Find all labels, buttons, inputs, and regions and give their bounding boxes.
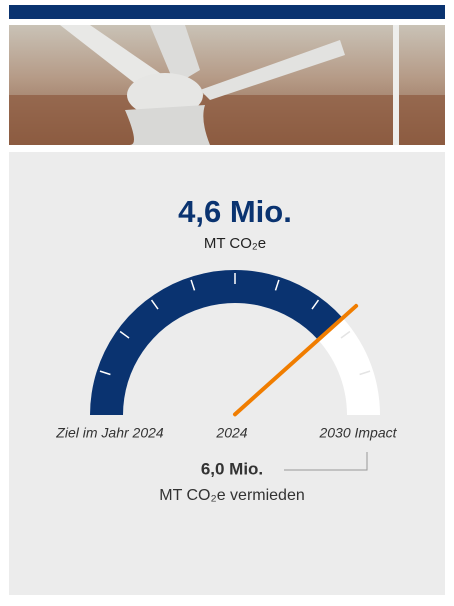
target-label: 6,0 Mio. [201,459,263,478]
scale-label: 2030 Impact [318,425,397,441]
top-bar [9,5,445,19]
value-label: 4,6 Mio. [178,194,292,229]
photo [9,25,445,145]
unit: MT CO₂e [204,235,266,252]
page: 4,6 Mio. MT CO₂e Ziel im Jahr 2024 2024 … [0,0,454,601]
scale-label: Ziel im Jahr 2024 [55,425,164,441]
target-unit: MT CO₂e vermieden [159,487,305,504]
scale-label: 2024 [215,425,247,441]
infographic: 4,6 Mio. MT CO₂e Ziel im Jahr 2024 2024 … [0,0,454,601]
